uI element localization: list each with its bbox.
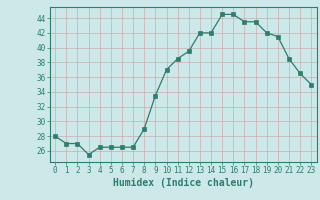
X-axis label: Humidex (Indice chaleur): Humidex (Indice chaleur) xyxy=(113,178,254,188)
